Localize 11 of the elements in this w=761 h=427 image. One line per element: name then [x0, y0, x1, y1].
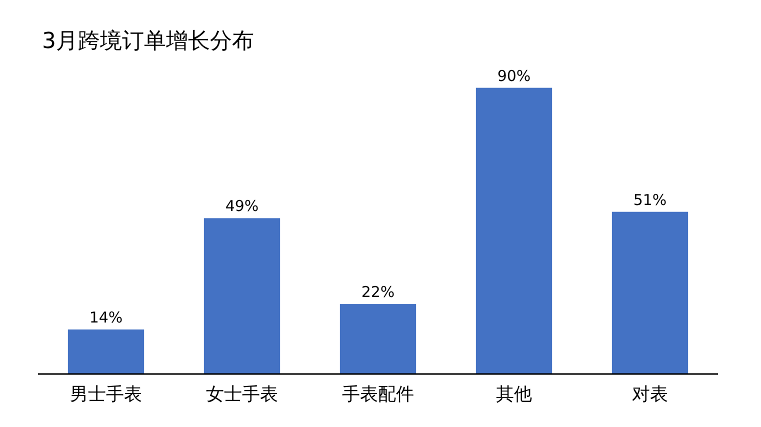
x-tick-label: 女士手表 — [206, 384, 278, 405]
x-tick-label: 手表配件 — [342, 384, 414, 405]
data-label: 90% — [497, 66, 531, 85]
x-tick-label: 男士手表 — [70, 384, 142, 405]
data-label: 51% — [633, 190, 667, 209]
chart-title: 3月跨境订单增长分布 — [42, 29, 254, 54]
x-tick-label: 对表 — [632, 384, 668, 405]
x-tick-label: 其他 — [496, 384, 532, 405]
data-label: 22% — [361, 283, 395, 302]
data-label: 49% — [225, 197, 259, 216]
data-label: 14% — [89, 308, 123, 326]
